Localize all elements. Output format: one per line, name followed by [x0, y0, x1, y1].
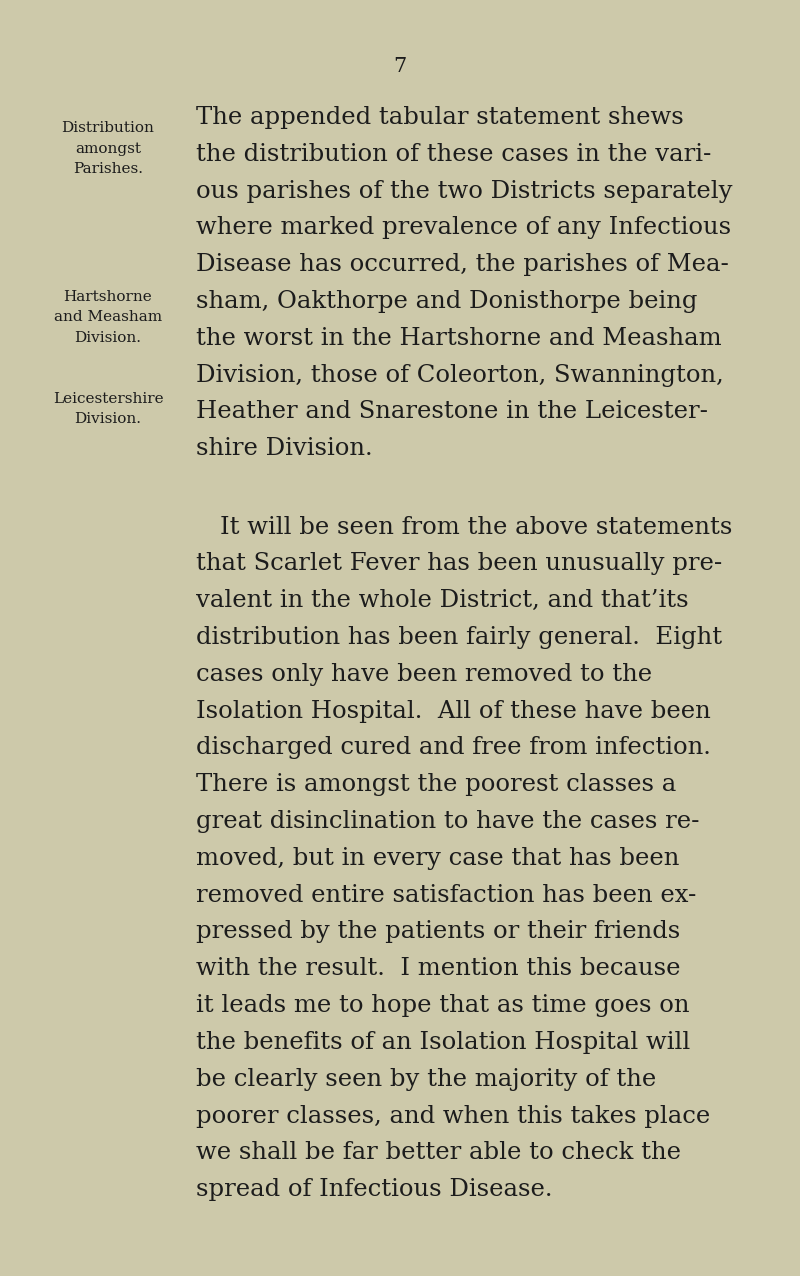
Text: Distribution
amongst
Parishes.: Distribution amongst Parishes.: [62, 121, 154, 176]
Text: shire Division.: shire Division.: [196, 438, 373, 461]
Text: it leads me to hope that as time goes on: it leads me to hope that as time goes on: [196, 994, 690, 1017]
Text: the distribution of these cases in the vari-: the distribution of these cases in the v…: [196, 143, 711, 166]
Text: great disinclination to have the cases re-: great disinclination to have the cases r…: [196, 810, 699, 833]
Text: ous parishes of the two Districts separately: ous parishes of the two Districts separa…: [196, 180, 733, 203]
Text: Hartshorne
and Measham
Division.: Hartshorne and Measham Division.: [54, 290, 162, 345]
Text: moved, but in every case that has been: moved, but in every case that has been: [196, 847, 679, 870]
Text: sham, Oakthorpe and Donisthorpe being: sham, Oakthorpe and Donisthorpe being: [196, 290, 698, 313]
Text: Leicestershire
Division.: Leicestershire Division.: [53, 392, 163, 426]
Text: spread of Infectious Disease.: spread of Infectious Disease.: [196, 1178, 553, 1201]
Text: cases only have been removed to the: cases only have been removed to the: [196, 662, 652, 686]
Text: valent in the whole District, and that’its: valent in the whole District, and that’i…: [196, 590, 689, 612]
Text: the worst in the Hartshorne and Measham: the worst in the Hartshorne and Measham: [196, 327, 722, 350]
Text: Isolation Hospital.  All of these have been: Isolation Hospital. All of these have be…: [196, 699, 710, 722]
Text: discharged cured and free from infection.: discharged cured and free from infection…: [196, 736, 711, 759]
Text: with the result.  I mention this because: with the result. I mention this because: [196, 957, 681, 980]
Text: be clearly seen by the majority of the: be clearly seen by the majority of the: [196, 1068, 656, 1091]
Text: poorer classes, and when this takes place: poorer classes, and when this takes plac…: [196, 1105, 710, 1128]
Text: It will be seen from the above statements: It will be seen from the above statement…: [220, 516, 732, 538]
Text: Heather and Snarestone in the Leicester-: Heather and Snarestone in the Leicester-: [196, 401, 708, 424]
Text: 7: 7: [394, 57, 406, 77]
Text: Disease has occurred, the parishes of Mea-: Disease has occurred, the parishes of Me…: [196, 253, 729, 276]
Text: that Scarlet Fever has been unusually pre-: that Scarlet Fever has been unusually pr…: [196, 553, 722, 575]
Text: removed entire satisfaction has been ex-: removed entire satisfaction has been ex-: [196, 884, 696, 907]
Text: the benefits of an Isolation Hospital will: the benefits of an Isolation Hospital wi…: [196, 1031, 690, 1054]
Text: The appended tabular statement shews: The appended tabular statement shews: [196, 106, 684, 129]
Text: There is amongst the poorest classes a: There is amongst the poorest classes a: [196, 773, 676, 796]
Text: Division, those of Coleorton, Swannington,: Division, those of Coleorton, Swanningto…: [196, 364, 724, 387]
Text: pressed by the patients or their friends: pressed by the patients or their friends: [196, 920, 680, 943]
Text: we shall be far better able to check the: we shall be far better able to check the: [196, 1141, 681, 1164]
Text: where marked prevalence of any Infectious: where marked prevalence of any Infectiou…: [196, 217, 731, 240]
Text: distribution has been fairly general.  Eight: distribution has been fairly general. Ei…: [196, 627, 722, 649]
